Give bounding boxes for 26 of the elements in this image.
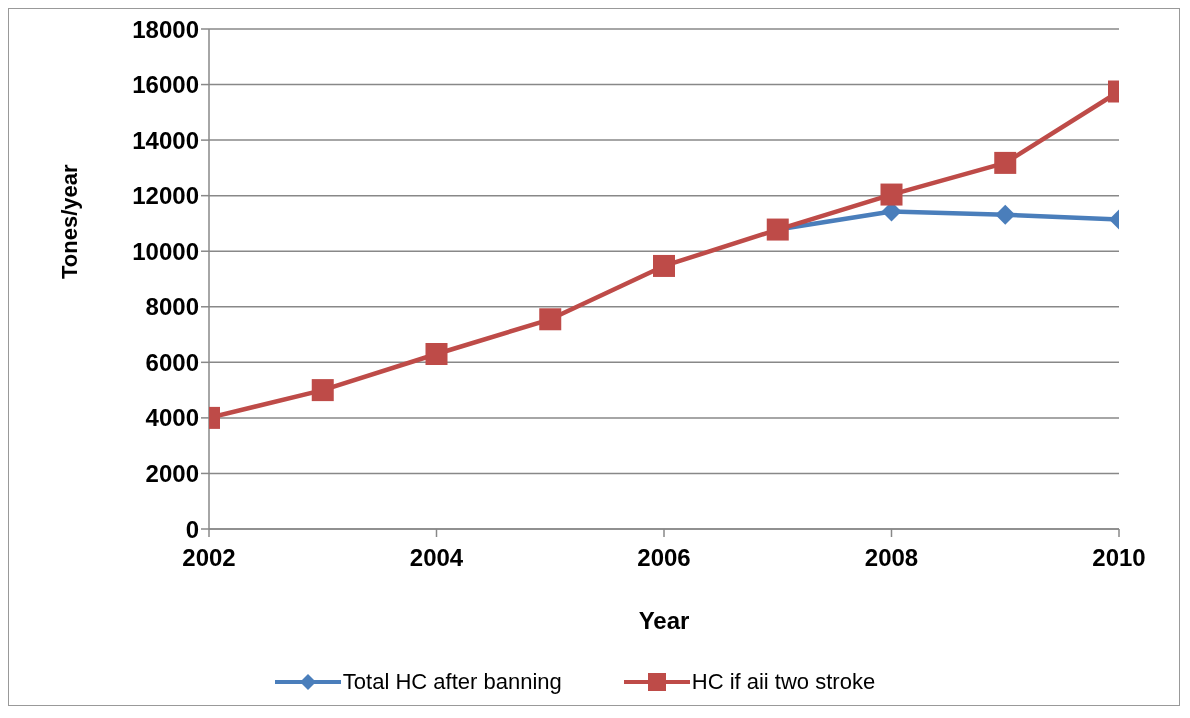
point xyxy=(539,308,562,331)
point xyxy=(311,379,334,402)
x-tick-label: 2010 xyxy=(1092,544,1146,572)
y-tick-label: 8000 xyxy=(145,293,199,321)
point xyxy=(653,254,675,277)
legend-label: HC if aii two stroke xyxy=(691,669,876,695)
point xyxy=(425,343,448,365)
y-tick-label: 4000 xyxy=(145,404,199,432)
x-tick-label: 2004 xyxy=(409,544,464,572)
x-tick-label: 2002 xyxy=(182,544,236,572)
point xyxy=(880,183,903,206)
y-tick-label: 0 xyxy=(185,515,199,543)
y-tick-label: 6000 xyxy=(145,348,199,376)
y-tick-label: 12000 xyxy=(132,182,199,210)
x-tick-label: 2008 xyxy=(864,544,919,572)
y-tick-label: 14000 xyxy=(132,126,199,154)
legend-label: Total HC after banning xyxy=(342,669,562,695)
y-tick-label: 2000 xyxy=(145,459,199,487)
y-tick-label: 10000 xyxy=(132,237,199,265)
x-tick-label: 2006 xyxy=(637,544,691,572)
x-axis-title: Year xyxy=(638,607,690,634)
point xyxy=(995,204,1016,225)
y-axis-title: Tones/year xyxy=(56,164,82,279)
point xyxy=(994,151,1017,174)
y-tick-label: 16000 xyxy=(132,71,199,99)
y-tick-label: 18000 xyxy=(132,15,199,43)
